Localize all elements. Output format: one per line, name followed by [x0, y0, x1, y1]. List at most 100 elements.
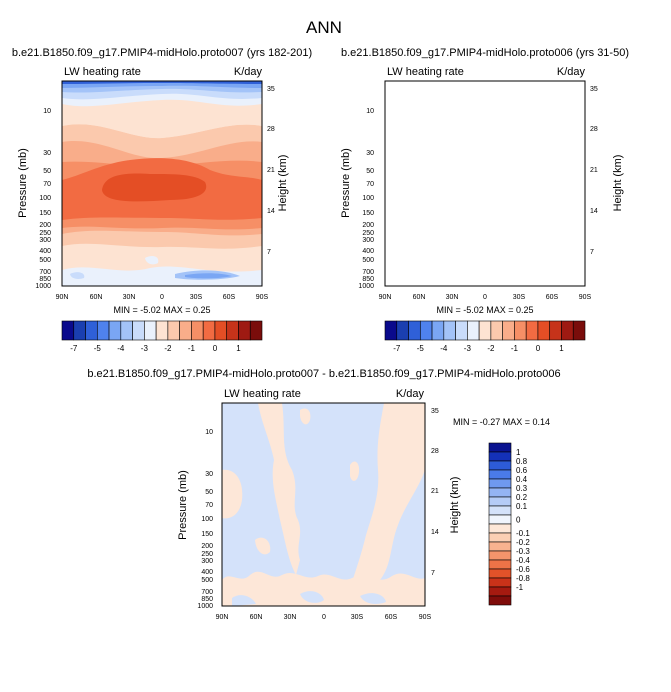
colorbar-box — [490, 320, 503, 341]
x-tick-label: 30N — [446, 294, 459, 301]
x-tick-label: 90N — [216, 614, 229, 621]
y-tick-label: 10 — [43, 108, 51, 115]
colorbar-box — [238, 320, 251, 341]
colorbar-box — [202, 320, 216, 341]
colorbar-box — [488, 505, 512, 516]
y-tick-label: 700 — [362, 269, 374, 276]
y-tick-label: 150 — [201, 531, 213, 538]
colorbar-box — [488, 460, 512, 471]
colorbar-box — [572, 320, 586, 341]
figure-title: ANN — [306, 18, 342, 37]
y-tick-label: 100 — [362, 195, 374, 202]
colorbar-box — [155, 320, 169, 341]
colorbar-tick-label: 1 — [559, 344, 564, 353]
colorbar-box — [488, 568, 512, 579]
contour-band — [498, 270, 563, 279]
x-tick-label: 0 — [160, 294, 164, 301]
panel-c-contour-fill — [222, 403, 425, 606]
panel-c: b.e21.B1850.f09_g17.PMIP4-midHolo.proto0… — [87, 368, 560, 621]
y-tick-label: 700 — [39, 269, 51, 276]
colorbar-tick-label: 0.4 — [516, 475, 528, 484]
y-tick-label: 1000 — [35, 283, 51, 290]
y-tick-label: 300 — [201, 558, 213, 565]
panel-a-variable-label: LW heating rate — [64, 66, 141, 78]
colorbar-box — [488, 559, 512, 570]
y-tick-label: 850 — [201, 596, 213, 603]
colorbar-box — [467, 320, 480, 341]
colorbar-box — [561, 320, 574, 341]
contour-band — [232, 595, 256, 606]
contour-band — [385, 266, 585, 286]
panel-b-colorbar-labels: -7 -5 -4 -3 -2 -1 0 1 — [393, 344, 564, 353]
colorbar-box — [132, 320, 145, 341]
panel-c-height-axis-title: Height (km) — [449, 477, 461, 534]
colorbar-box — [396, 320, 409, 341]
colorbar-tick-label: 0.8 — [516, 457, 528, 466]
panel-a: b.e21.B1850.f09_g17.PMIP4-midHolo.proto0… — [12, 47, 312, 353]
height-tick-label: 28 — [431, 448, 439, 455]
colorbar-box — [191, 320, 204, 341]
colorbar-box — [167, 320, 180, 341]
colorbar-box — [525, 320, 539, 341]
panel-a-contour-fill — [62, 81, 262, 286]
y-tick-label: 400 — [39, 248, 51, 255]
y-tick-label: 500 — [362, 257, 374, 264]
colorbar-tick-label: -0.8 — [516, 574, 530, 583]
panel-a-units-label: K/day — [234, 66, 263, 78]
contour-band — [425, 174, 529, 202]
colorbar-tick-label: -0.4 — [516, 556, 530, 565]
contour-band — [70, 272, 85, 279]
colorbar-box — [419, 320, 433, 341]
contour-band — [385, 104, 585, 138]
y-tick-label: 30 — [43, 150, 51, 157]
colorbar-box — [226, 320, 239, 341]
contour-band — [255, 537, 271, 555]
colorbar-tick-label: -7 — [393, 344, 401, 353]
y-tick-label: 70 — [205, 502, 213, 509]
height-tick-label: 21 — [431, 488, 439, 495]
colorbar-box — [488, 496, 512, 507]
colorbar-box — [502, 320, 515, 341]
panel-a-colorbar: -7 -5 -4 -3 -2 -1 0 1 — [61, 320, 263, 353]
panel-b-frame — [384, 80, 586, 287]
panel-c-y-ticks: 10 30 50 70 100 150 200 250 300 400 500 … — [197, 429, 213, 610]
height-tick-label: 28 — [267, 126, 275, 133]
y-tick-label: 200 — [362, 222, 374, 229]
x-tick-label: 60S — [223, 294, 236, 301]
y-tick-label: 1000 — [197, 603, 213, 610]
colorbar-box — [488, 586, 512, 597]
contour-band — [360, 593, 386, 604]
panel-c-colorbar-boxes — [488, 442, 512, 606]
colorbar-box — [249, 320, 263, 341]
panel-c-y-axis-title: Pressure (mb) — [177, 470, 189, 540]
panel-a-y-ticks: 10 30 50 70 100 150 200 250 300 400 500 … — [35, 108, 51, 290]
colorbar-box — [488, 514, 512, 525]
colorbar-tick-label: -4 — [440, 344, 448, 353]
panel-b-colorbar-boxes — [384, 320, 586, 341]
contour-band — [385, 158, 585, 220]
panel-b-height-axis-title: Height (km) — [612, 155, 624, 212]
colorbar-box — [431, 320, 445, 341]
panel-b-contour-fill — [385, 81, 585, 286]
x-tick-label: 30S — [513, 294, 526, 301]
x-tick-label: 90S — [256, 294, 269, 301]
height-tick-label: 7 — [590, 249, 594, 256]
colorbar-box — [488, 541, 512, 552]
colorbar-tick-label: -2 — [164, 344, 172, 353]
colorbar-box — [488, 478, 512, 489]
panel-a-title: b.e21.B1850.f09_g17.PMIP4-midHolo.proto0… — [12, 47, 312, 59]
x-tick-label: 30S — [351, 614, 364, 621]
x-tick-label: 30N — [123, 294, 136, 301]
colorbar-box — [488, 442, 512, 453]
colorbar-box — [488, 523, 512, 534]
y-tick-label: 70 — [366, 181, 374, 188]
panel-b-y-ticks: 10 30 50 70 100 150 200 250 300 400 500 … — [358, 108, 374, 290]
height-tick-label: 14 — [590, 208, 598, 215]
y-tick-label: 1000 — [358, 283, 374, 290]
y-tick-label: 150 — [39, 210, 51, 217]
colorbar-box — [144, 320, 157, 341]
x-tick-label: 30N — [284, 614, 297, 621]
colorbar-tick-label: 0.6 — [516, 466, 528, 475]
panel-c-colorbar: 10.80.60.40.30.20.1 0 -0.1-0.2-0.3-0.4-0.6… — [488, 442, 530, 606]
contour-band — [62, 103, 262, 139]
